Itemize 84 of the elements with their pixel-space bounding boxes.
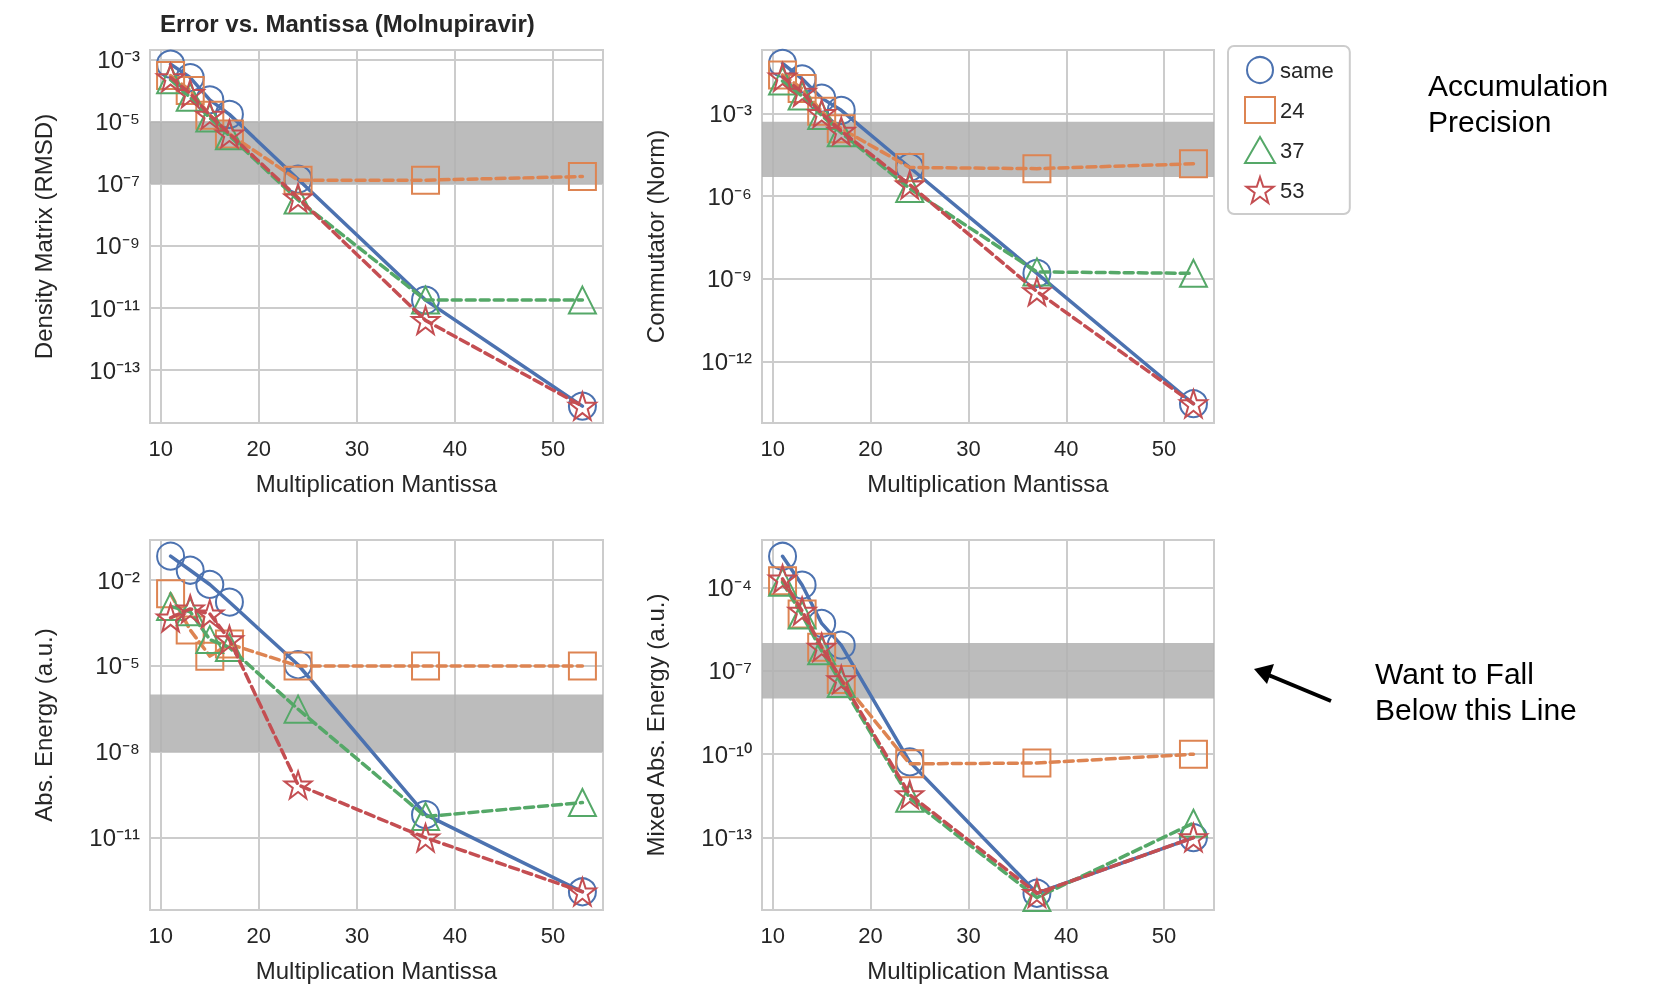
text: Want to Fall Below this Line (1375, 656, 1577, 726)
y-axis-title: Mixed Abs. Energy (a.u.) (641, 593, 669, 857)
x-tick-label: 10 (148, 435, 174, 461)
x-tick-label: 30 (344, 435, 370, 461)
legend-label: 53 (1280, 177, 1305, 203)
y-tick-label: 10⁻¹³ (89, 356, 140, 384)
y-tick-label: 10⁻⁶ (707, 182, 752, 210)
x-tick-label: 30 (956, 922, 981, 948)
point (409, 303, 442, 337)
x-tick-label: 50 (1151, 922, 1177, 948)
point (156, 579, 186, 609)
point (175, 555, 205, 585)
x-axis-title: Multiplication Mantissa (255, 956, 498, 984)
point (156, 603, 186, 633)
point (411, 823, 441, 853)
legend-label: 37 (1280, 137, 1305, 163)
y-tick-label: 10⁻⁹ (707, 265, 752, 293)
x-tick-label: 20 (246, 435, 272, 461)
point (1178, 739, 1208, 769)
x-tick-label: 20 (858, 922, 883, 948)
x-tick-label: 40 (1054, 435, 1079, 461)
y-axis-title: Commutator (Norm) (641, 129, 669, 344)
x-tick-label: 50 (1151, 435, 1177, 461)
x-tick-label: 40 (1054, 922, 1079, 948)
point (1178, 149, 1208, 179)
x-tick-label: 10 (760, 922, 785, 948)
point (567, 162, 597, 192)
x-tick-label: 20 (858, 435, 883, 461)
point (156, 49, 186, 79)
x-tick-label: 10 (760, 435, 785, 461)
x-tick-label: 40 (442, 435, 468, 461)
point (214, 99, 244, 129)
y-tick-label: 10⁻⁹ (95, 232, 140, 260)
point (283, 694, 313, 724)
x-tick-label: 50 (540, 922, 566, 948)
y-tick-label: 10⁻¹¹ (89, 824, 140, 852)
y-tick-label: 10⁻³ (97, 45, 141, 73)
y-tick-label: 10⁻⁸ (95, 738, 140, 766)
point (214, 587, 244, 617)
y-tick-label: 10⁻¹³ (701, 824, 752, 852)
y-tick-label: 10⁻⁷ (708, 657, 752, 685)
point (175, 615, 205, 645)
point (195, 599, 225, 629)
y-axis-title: Abs. Energy (a.u.) (29, 628, 57, 822)
point (826, 630, 856, 660)
point (1022, 154, 1052, 184)
y-tick-label: 10⁻⁵ (95, 108, 140, 136)
legend-title: Accumulation Precision (1428, 68, 1617, 138)
point (411, 165, 441, 195)
legend-label: 24 (1280, 97, 1305, 123)
y-tick-label: 10⁻⁴ (706, 573, 752, 601)
point (768, 541, 798, 571)
y-tick-label: 10⁻² (97, 566, 141, 594)
point (195, 641, 225, 671)
point (1178, 258, 1208, 288)
point (411, 651, 441, 681)
y-tick-label: 10⁻¹¹ (89, 294, 140, 322)
x-tick-label: 20 (246, 922, 272, 948)
y-axis-title: Density Matrix (RMSD) (29, 113, 57, 360)
point (195, 625, 225, 655)
y-tick-label: 10⁻⁷ (96, 170, 140, 198)
point (1178, 808, 1208, 838)
x-tick-label: 10 (148, 922, 174, 948)
x-axis-title: Multiplication Mantissa (867, 956, 1110, 984)
x-tick-label: 40 (442, 922, 468, 948)
y-tick-label: 10⁻¹² (701, 348, 752, 376)
y-tick-label: 10⁻⁵ (95, 652, 140, 680)
point (1022, 748, 1052, 778)
x-tick-label: 30 (344, 922, 370, 948)
x-axis-title: Multiplication Mantissa (255, 469, 498, 497)
point (567, 285, 597, 315)
x-tick-label: 50 (540, 435, 566, 461)
point (826, 95, 856, 125)
y-tick-label: 10⁻¹⁰ (701, 740, 752, 768)
point (567, 651, 597, 681)
x-axis-title: Multiplication Mantissa (867, 469, 1110, 497)
x-tick-label: 30 (956, 435, 981, 461)
legend-label: same (1280, 57, 1334, 83)
point (195, 569, 225, 599)
chart-title: Error vs. Mantissa (Molnupiravir) (160, 9, 535, 37)
point (567, 788, 597, 818)
point (156, 541, 186, 571)
point (1022, 277, 1052, 307)
y-tick-label: 10⁻³ (709, 99, 753, 127)
